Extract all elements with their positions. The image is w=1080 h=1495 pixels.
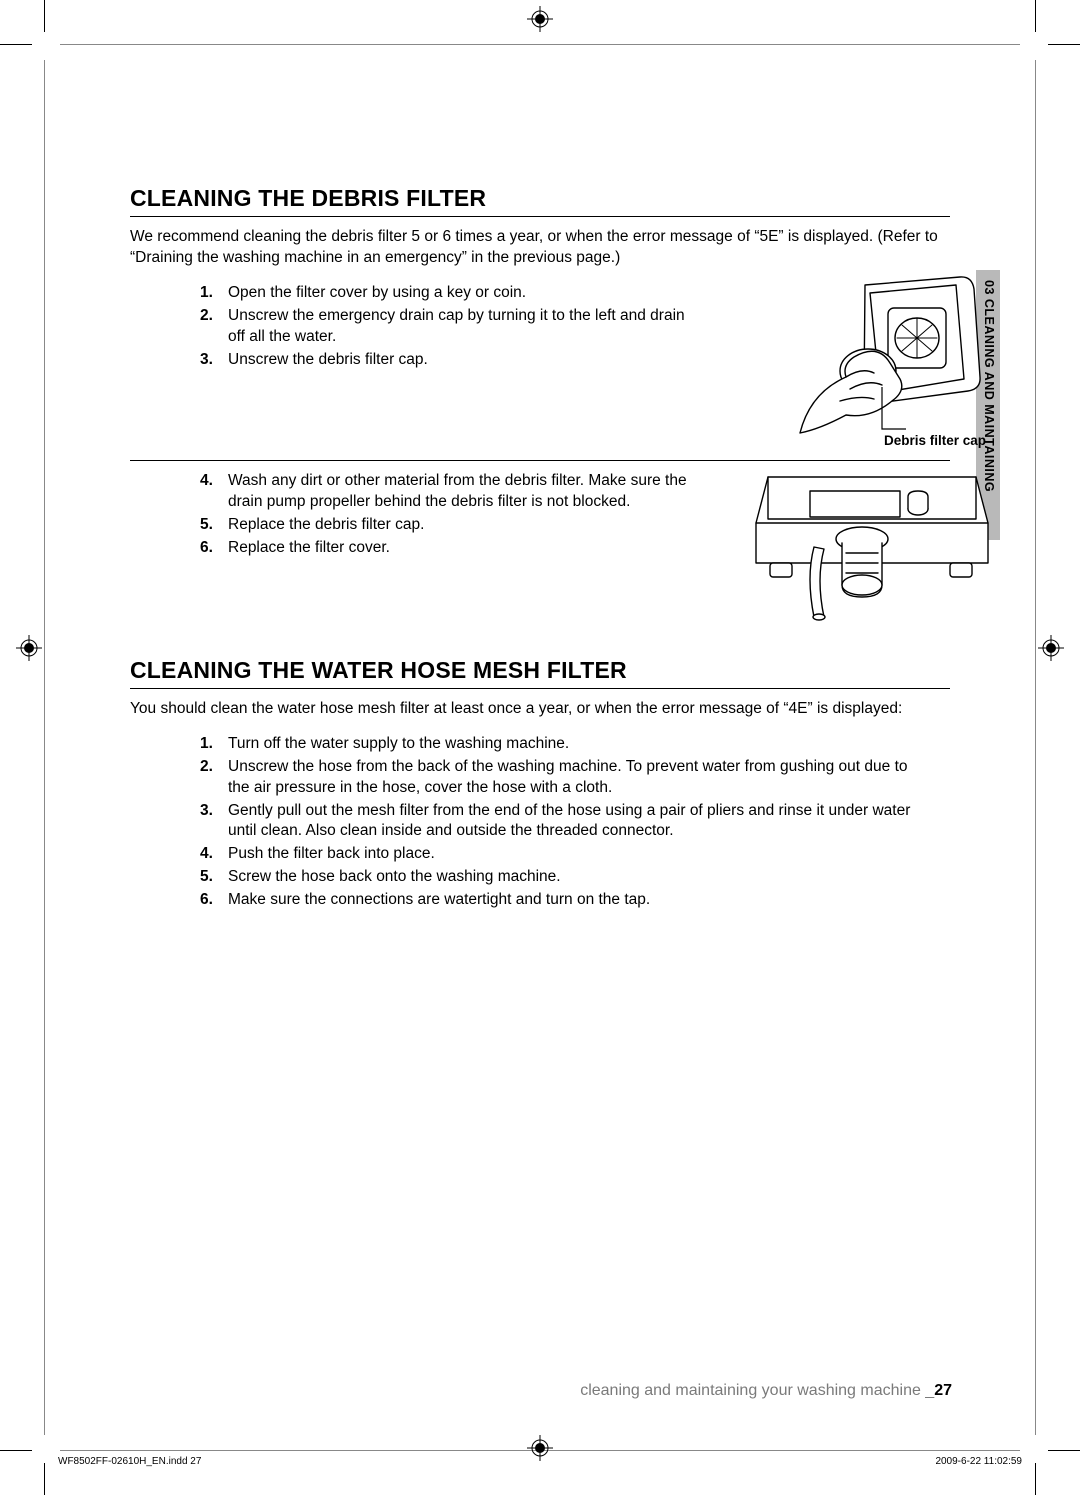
crop-mark — [0, 44, 32, 45]
running-footer: cleaning and maintaining your washing ma… — [580, 1382, 952, 1400]
step-text: Replace the debris filter cap. — [228, 516, 424, 533]
step-item: 5.Screw the hose back onto the washing m… — [200, 867, 920, 888]
slug-timestamp: 2009-6-22 11:02:59 — [935, 1456, 1022, 1467]
steps-list-a: 1.Open the filter cover by using a key o… — [200, 283, 700, 371]
step-text: Push the filter back into place. — [228, 845, 435, 862]
step-item: 3.Unscrew the debris filter cap. — [200, 350, 700, 371]
crop-mark — [44, 1463, 45, 1495]
step-text: Unscrew the emergency drain cap by turni… — [228, 307, 685, 345]
registration-mark-icon — [527, 6, 553, 32]
crop-mark — [1035, 1463, 1036, 1495]
registration-mark-icon — [527, 1435, 553, 1461]
step-text: Turn off the water supply to the washing… — [228, 735, 569, 752]
content-area: CLEANING THE DEBRIS FILTER We recommend … — [130, 185, 950, 913]
debris-filter-illustration-2 — [750, 467, 990, 642]
step-text: Unscrew the debris filter cap. — [228, 351, 428, 368]
trim-line — [44, 60, 45, 1435]
step-item: 6.Make sure the connections are watertig… — [200, 890, 920, 911]
step-item: 6.Replace the filter cover. — [200, 538, 700, 559]
step-text: Unscrew the hose from the back of the wa… — [228, 758, 908, 796]
step-text: Gently pull out the mesh filter from the… — [228, 802, 910, 840]
crop-mark — [1048, 44, 1080, 45]
steps-block-2: 4.Wash any dirt or other material from t… — [130, 471, 950, 641]
step-text: Wash any dirt or other material from the… — [228, 472, 687, 510]
crop-mark — [1048, 1450, 1080, 1451]
debris-filter-illustration-1 — [750, 273, 990, 453]
crop-mark — [44, 0, 45, 32]
page-number: 27 — [934, 1382, 952, 1399]
illustration-caption: Debris filter cap — [884, 433, 986, 448]
registration-mark-icon — [16, 635, 42, 661]
trim-line — [60, 44, 1020, 45]
section-2-title: CLEANING THE WATER HOSE MESH FILTER — [130, 657, 950, 689]
step-text: Open the filter cover by using a key or … — [228, 284, 526, 301]
crop-mark — [0, 1450, 32, 1451]
crop-mark — [1035, 0, 1036, 32]
steps-list-b: 4.Wash any dirt or other material from t… — [200, 471, 700, 559]
section-2-intro: You should clean the water hose mesh fil… — [130, 699, 950, 720]
step-item: 2.Unscrew the hose from the back of the … — [200, 757, 920, 799]
step-item: 5.Replace the debris filter cap. — [200, 515, 700, 536]
step-text: Make sure the connections are watertight… — [228, 891, 650, 908]
step-item: 1.Open the filter cover by using a key o… — [200, 283, 700, 304]
step-item: 2.Unscrew the emergency drain cap by tur… — [200, 306, 700, 348]
step-item: 1.Turn off the water supply to the washi… — [200, 734, 920, 755]
slug-filename: WF8502FF-02610H_EN.indd 27 — [58, 1456, 201, 1467]
section-1-intro: We recommend cleaning the debris filter … — [130, 227, 950, 269]
footer-text: cleaning and maintaining your washing ma… — [580, 1382, 934, 1399]
steps-block-1: 1.Open the filter cover by using a key o… — [130, 283, 950, 461]
registration-mark-icon — [1038, 635, 1064, 661]
step-item: 3.Gently pull out the mesh filter from t… — [200, 801, 920, 843]
page: 03 CLEANING AND MAINTAINING CLEANING THE… — [0, 0, 1080, 1495]
trim-line — [1035, 60, 1036, 1435]
steps-list-c: 1.Turn off the water supply to the washi… — [200, 734, 920, 911]
step-item: 4.Push the filter back into place. — [200, 844, 920, 865]
step-item: 4.Wash any dirt or other material from t… — [200, 471, 700, 513]
section-1-title: CLEANING THE DEBRIS FILTER — [130, 185, 950, 217]
step-text: Screw the hose back onto the washing mac… — [228, 868, 561, 885]
step-text: Replace the filter cover. — [228, 539, 390, 556]
